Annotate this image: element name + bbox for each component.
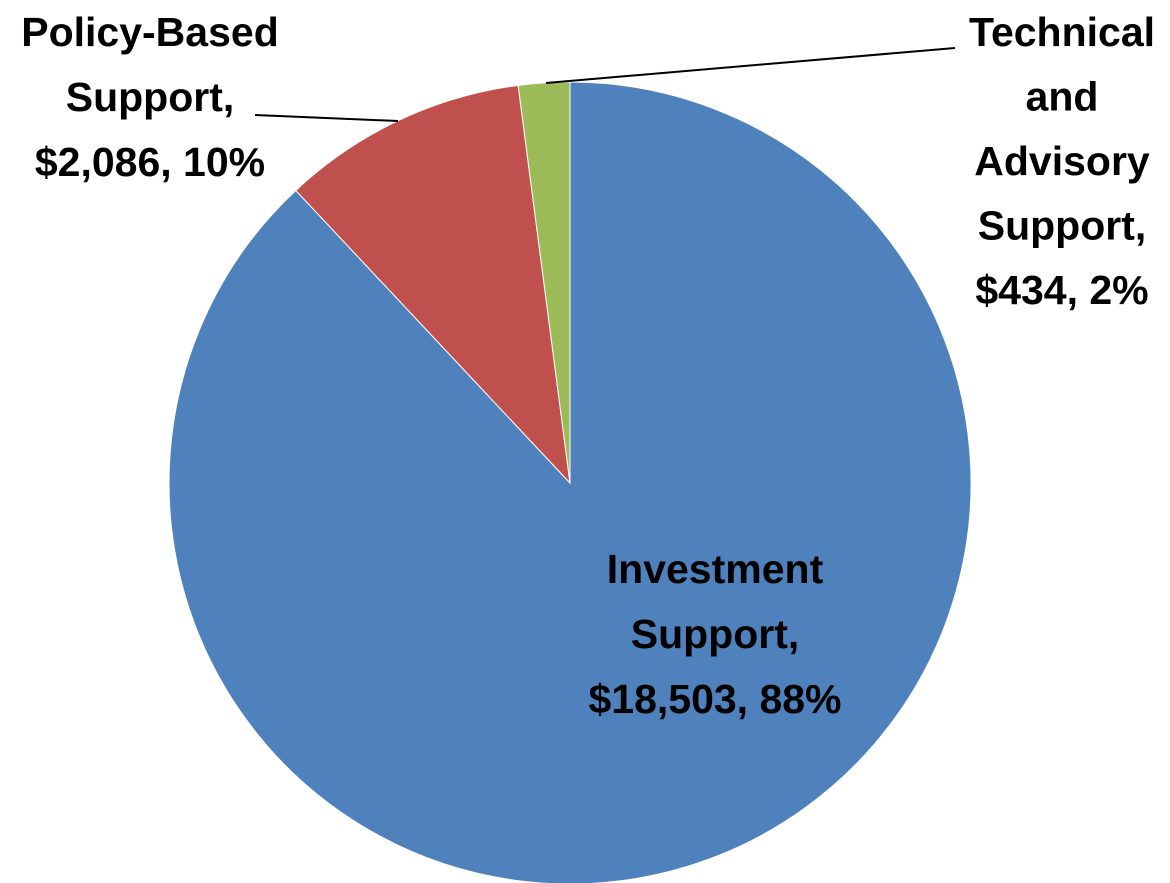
data-label: Advisory bbox=[974, 138, 1150, 184]
leader-line bbox=[254, 114, 399, 122]
data-label: Technical bbox=[969, 9, 1155, 55]
data-label: Support, bbox=[631, 611, 800, 657]
data-label: $18,503, 88% bbox=[588, 676, 841, 722]
pie-slice bbox=[295, 84, 571, 485]
pie-slice bbox=[517, 81, 571, 484]
data-label: Support, bbox=[978, 202, 1147, 248]
data-label: Investment bbox=[607, 546, 824, 592]
data-label: $2,086, 10% bbox=[35, 139, 265, 185]
data-label: $434, 2% bbox=[975, 267, 1148, 313]
leader-line bbox=[545, 47, 956, 84]
data-label: Support, bbox=[66, 74, 235, 120]
data-label: Policy-Based bbox=[21, 9, 279, 55]
data-label: and bbox=[1026, 73, 1099, 119]
